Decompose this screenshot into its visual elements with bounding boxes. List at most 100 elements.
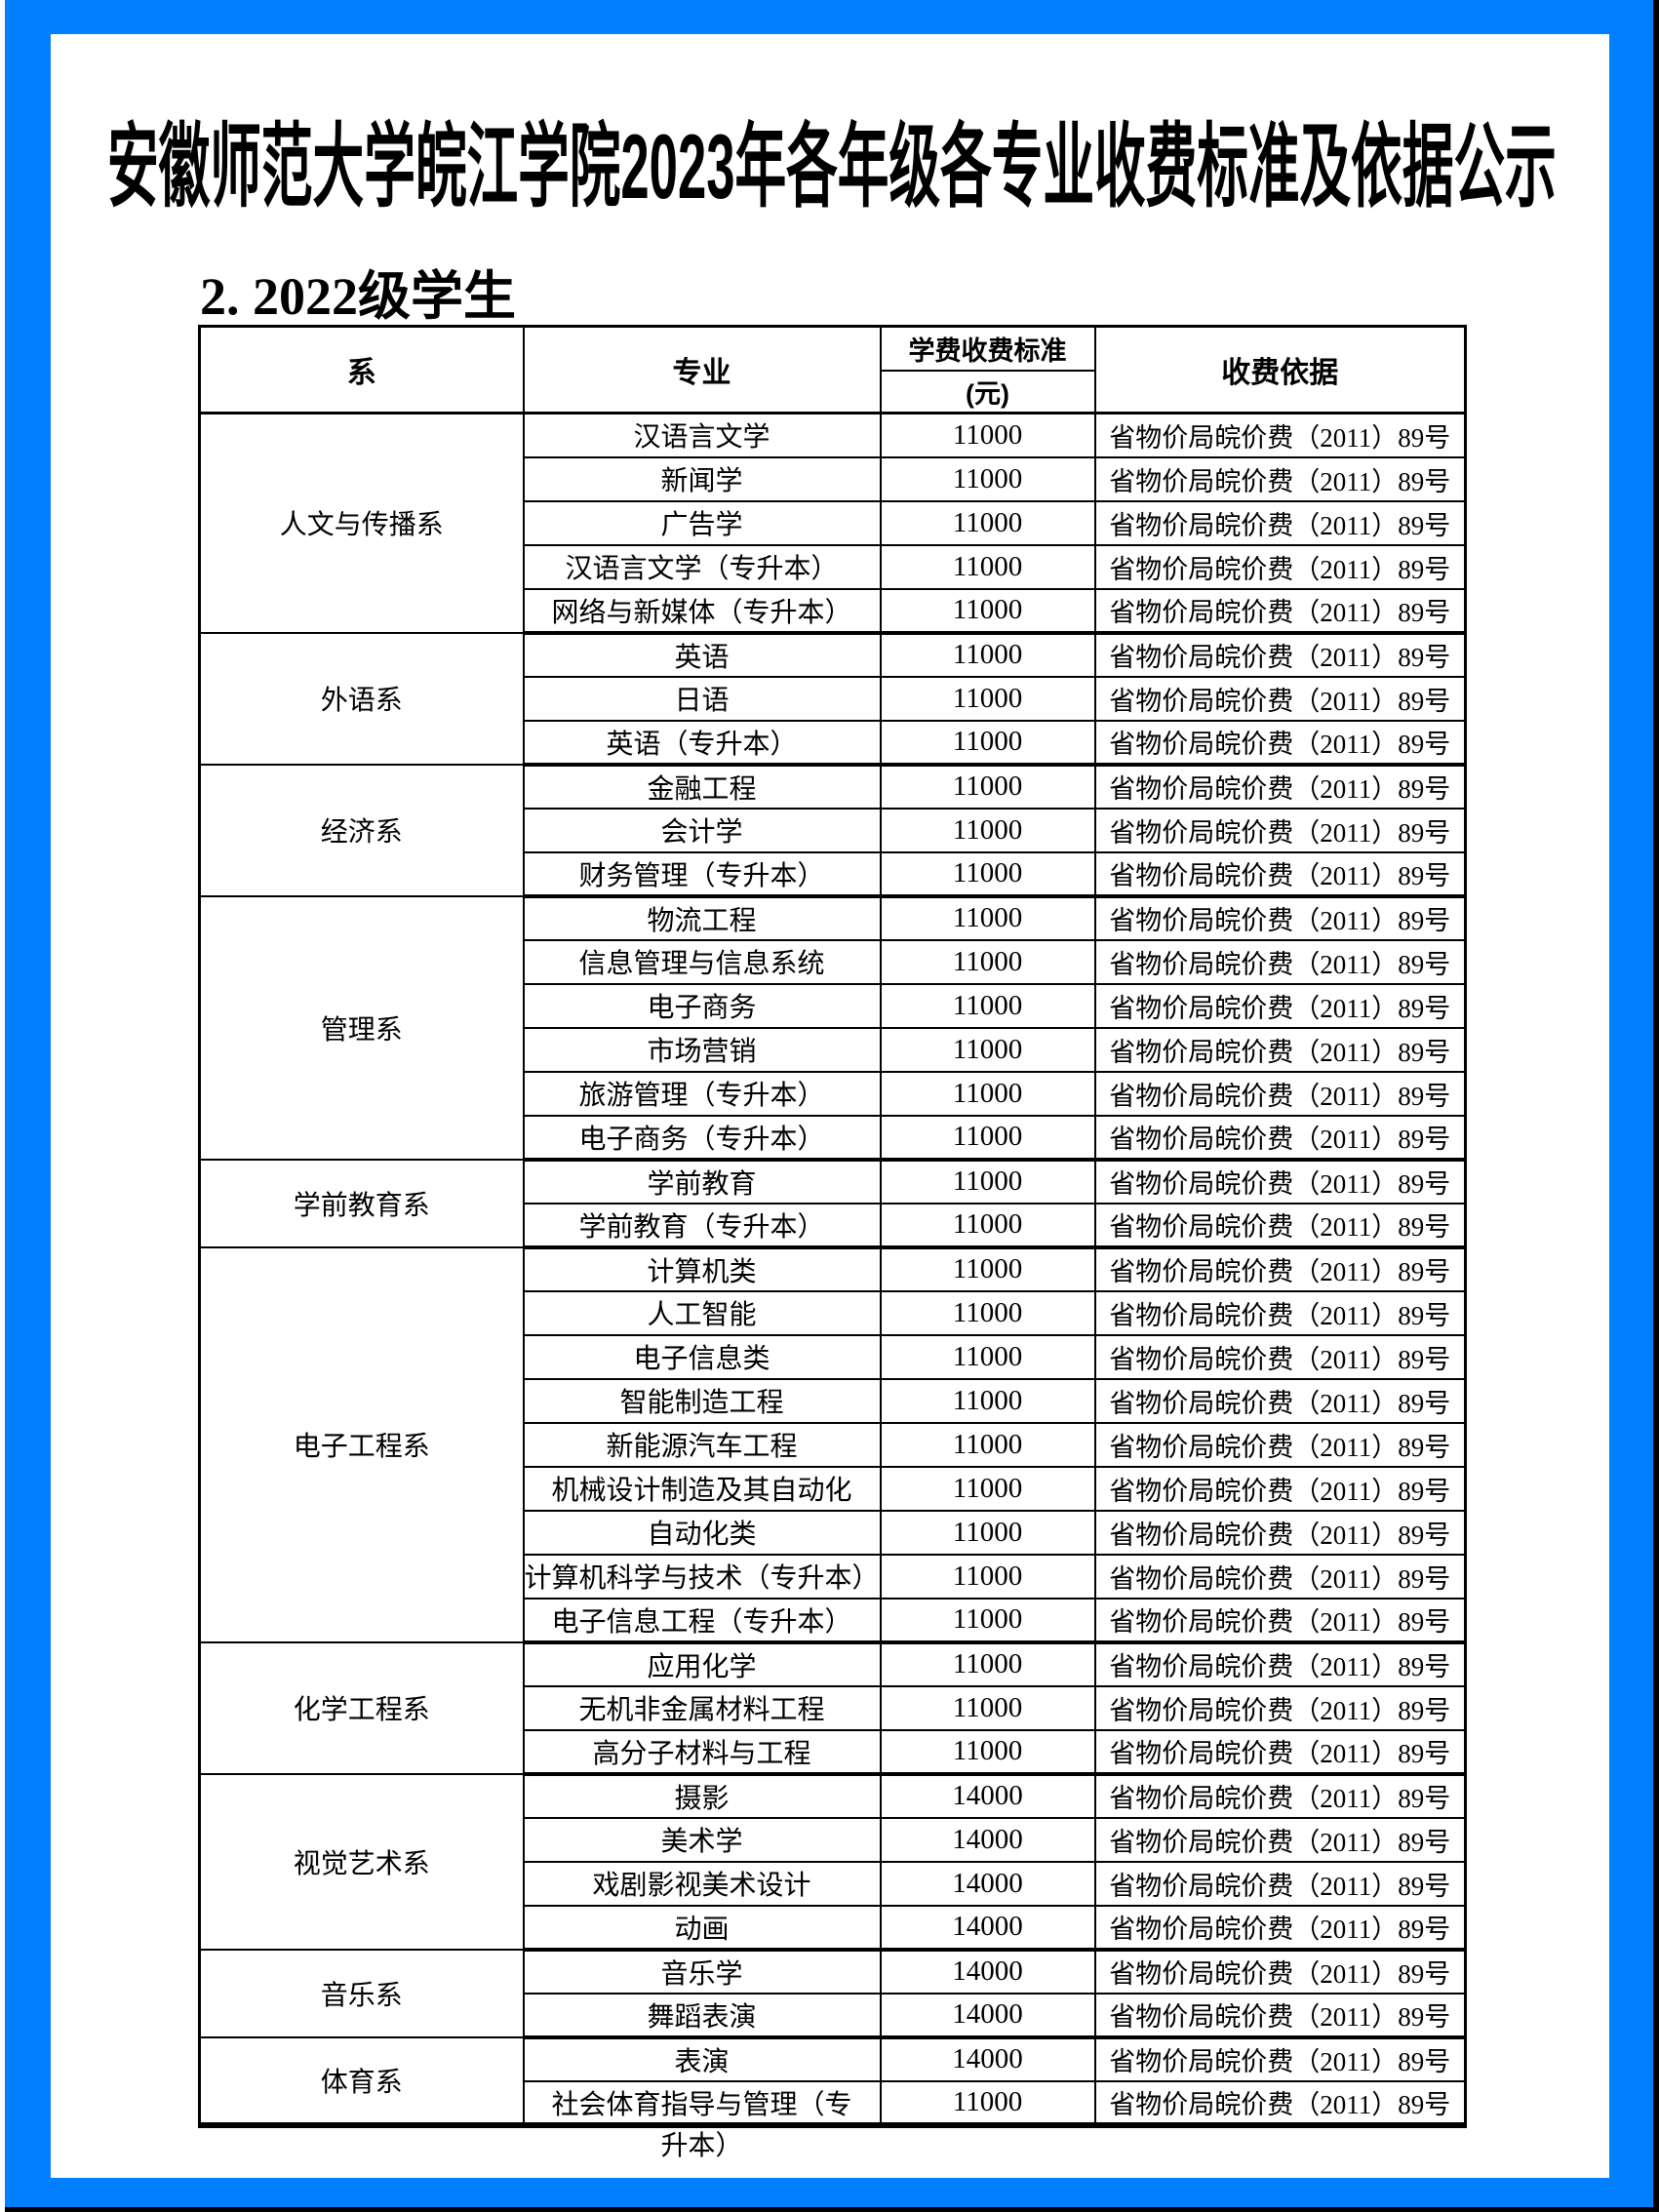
- major-cell: 智能制造工程: [522, 1377, 882, 1424]
- table-row: 电子商务（专升本） 11000 省物价局皖价费（2011）89号: [200, 1114, 1467, 1162]
- major-cell: 计算机科学与技术（专升本）: [522, 1553, 882, 1600]
- major-cell: 网络与新媒体（专升本）: [522, 587, 882, 635]
- table-row: 人文与传播系 汉语言文学 11000 省物价局皖价费（2011）89号: [198, 412, 1467, 634]
- major-cell: 社会体育指导与管理（专升本）: [522, 2079, 882, 2160]
- fee-cell: 11000: [879, 807, 1096, 853]
- page-title: 安徽师范大学皖江学院2023年各年级各专业收费标准及依据公示: [107, 115, 1557, 217]
- major-cell: 市场营销: [522, 1026, 882, 1073]
- basis-cell: 省物价局皖价费（2011）89号: [1093, 1026, 1467, 1073]
- fee-cell: 14000: [879, 2035, 1096, 2082]
- department-cell: 化学工程系: [198, 1640, 525, 1775]
- department-cell: 音乐系: [198, 1948, 525, 2038]
- fee-cell: 11000: [879, 1509, 1096, 1556]
- basis-cell: 省物价局皖价费（2011）89号: [1093, 1289, 1467, 1336]
- fee-cell: 11000: [879, 1684, 1096, 1731]
- major-cell: 日语: [522, 675, 882, 722]
- table-row: 电子工程系 计算机类 11000 省物价局皖价费（2011）89号: [198, 1245, 1467, 1643]
- major-cell-text: 社会体育指导与管理（专升本）: [551, 2089, 852, 2160]
- major-cell: 自动化类: [522, 1509, 882, 1556]
- table-row: 旅游管理（专升本） 11000 省物价局皖价费（2011）89号: [200, 1070, 1467, 1117]
- major-cell: 电子商务: [522, 982, 882, 1029]
- fee-cell: 11000: [879, 938, 1096, 985]
- table-row: 学前教育系 学前教育 11000 省物价局皖价费（2011）89号: [198, 1158, 1467, 1248]
- basis-cell: 省物价局皖价费（2011）89号: [1093, 1992, 1467, 2039]
- basis-cell: 省物价局皖价费（2011）89号: [1093, 1553, 1467, 1600]
- basis-cell: 省物价局皖价费（2011）89号: [1093, 1245, 1467, 1292]
- basis-cell: 省物价局皖价费（2011）89号: [1093, 412, 1467, 458]
- basis-cell: 省物价局皖价费（2011）89号: [1093, 1377, 1467, 1424]
- basis-cell: 省物价局皖价费（2011）89号: [1093, 850, 1467, 898]
- major-cell: 广告学: [522, 499, 882, 546]
- fee-cell: 11000: [879, 719, 1096, 767]
- basis-cell: 省物价局皖价费（2011）89号: [1093, 1772, 1467, 1819]
- header-row: 系 专业 学费收费标准 收费依据: [198, 325, 1467, 415]
- major-cell: 舞蹈表演: [522, 1992, 882, 2039]
- department-cell: 电子工程系: [198, 1245, 525, 1643]
- major-cell: 电子信息工程（专升本）: [522, 1597, 882, 1644]
- table-row: 学前教育（专升本） 11000 省物价局皖价费（2011）89号: [200, 1202, 1467, 1249]
- fee-cell: 11000: [879, 499, 1096, 546]
- fee-cell: 14000: [879, 1860, 1096, 1907]
- table-row: 日语 11000 省物价局皖价费（2011）89号: [200, 675, 1467, 722]
- department-cell: 外语系: [198, 631, 525, 766]
- fee-cell: 11000: [879, 1070, 1096, 1117]
- fee-table: 系 专业 学费收费标准 收费依据 (元) 人文与传播系 汉语言文学 11000 省物价…: [198, 325, 1468, 2160]
- major-cell: 动画: [522, 1904, 882, 1952]
- major-cell: 音乐学: [522, 1948, 882, 1995]
- fee-cell: 11000: [879, 982, 1096, 1029]
- fee-cell: 11000: [879, 2079, 1096, 2127]
- basis-cell: 省物价局皖价费（2011）89号: [1093, 499, 1467, 546]
- basis-cell: 省物价局皖价费（2011）89号: [1093, 543, 1467, 590]
- basis-cell: 省物价局皖价费（2011）89号: [1093, 1070, 1467, 1117]
- basis-cell: 省物价局皖价费（2011）89号: [1093, 1465, 1467, 1512]
- basis-cell: 省物价局皖价费（2011）89号: [1093, 1158, 1467, 1205]
- table-row: 新闻学 11000 省物价局皖价费（2011）89号: [200, 455, 1467, 502]
- fee-cell: 11000: [879, 1377, 1096, 1424]
- major-cell: 计算机类: [522, 1245, 882, 1292]
- fee-cell: 11000: [879, 1553, 1096, 1600]
- fee-cell: 11000: [879, 1421, 1096, 1468]
- major-cell: 英语（专升本）: [522, 719, 882, 767]
- document-page: 安徽师范大学皖江学院2023年各年级各专业收费标准及依据公示 2. 2022级学…: [51, 34, 1609, 2178]
- column-header-department: 系: [198, 325, 525, 415]
- major-cell: 英语: [522, 631, 882, 678]
- fee-cell: 11000: [879, 1114, 1096, 1162]
- fee-cell: 11000: [879, 543, 1096, 590]
- basis-cell: 省物价局皖价费（2011）89号: [1093, 1202, 1467, 1249]
- major-cell: 人工智能: [522, 1289, 882, 1336]
- basis-cell: 省物价局皖价费（2011）89号: [1093, 1860, 1467, 1907]
- basis-cell: 省物价局皖价费（2011）89号: [1093, 1728, 1467, 1776]
- major-cell: 会计学: [522, 807, 882, 853]
- major-cell: 机械设计制造及其自动化: [522, 1465, 882, 1512]
- basis-cell: 省物价局皖价费（2011）89号: [1093, 455, 1467, 502]
- table-row: 汉语言文学（专升本） 11000 省物价局皖价费（2011）89号: [200, 543, 1467, 590]
- department-cell: 管理系: [198, 894, 525, 1161]
- basis-cell: 省物价局皖价费（2011）89号: [1093, 1948, 1467, 1995]
- fee-cell: 14000: [879, 1904, 1096, 1952]
- major-cell: 电子商务（专升本）: [522, 1114, 882, 1162]
- basis-cell: 省物价局皖价费（2011）89号: [1093, 894, 1467, 941]
- table-row: 智能制造工程 11000 省物价局皖价费（2011）89号: [200, 1377, 1467, 1424]
- header-row-unit: (元): [200, 369, 1466, 415]
- blue-border-frame: 安徽师范大学皖江学院2023年各年级各专业收费标准及依据公示 2. 2022级学…: [5, 0, 1659, 2212]
- table-row: 人工智能 11000 省物价局皖价费（2011）89号: [200, 1289, 1467, 1336]
- fee-cell: 11000: [879, 1728, 1096, 1776]
- fee-cell: 11000: [879, 1640, 1096, 1687]
- table-row: 动画 14000 省物价局皖价费（2011）89号: [200, 1904, 1467, 1952]
- basis-cell: 省物价局皖价费（2011）89号: [1093, 2079, 1467, 2127]
- table-row: 化学工程系 应用化学 11000 省物价局皖价费（2011）89号: [198, 1640, 1467, 1775]
- fee-cell: 14000: [879, 1816, 1096, 1863]
- fee-cell: 11000: [879, 894, 1096, 941]
- table-row: 广告学 11000 省物价局皖价费（2011）89号: [200, 499, 1467, 546]
- major-cell: 汉语言文学（专升本）: [522, 543, 882, 590]
- basis-cell: 省物价局皖价费（2011）89号: [1093, 1509, 1467, 1556]
- major-cell: 新闻学: [522, 455, 882, 502]
- major-cell: 财务管理（专升本）: [522, 850, 882, 898]
- major-cell: 戏剧影视美术设计: [522, 1860, 882, 1907]
- fee-cell: 11000: [879, 455, 1096, 502]
- fee-cell: 14000: [879, 1992, 1096, 2039]
- basis-cell: 省物价局皖价费（2011）89号: [1093, 1421, 1467, 1468]
- department-cell: 学前教育系: [198, 1158, 525, 1248]
- table-row: 自动化类 11000 省物价局皖价费（2011）89号: [200, 1509, 1467, 1556]
- table-row: 会计学 11000 省物价局皖价费（2011）89号: [200, 807, 1467, 853]
